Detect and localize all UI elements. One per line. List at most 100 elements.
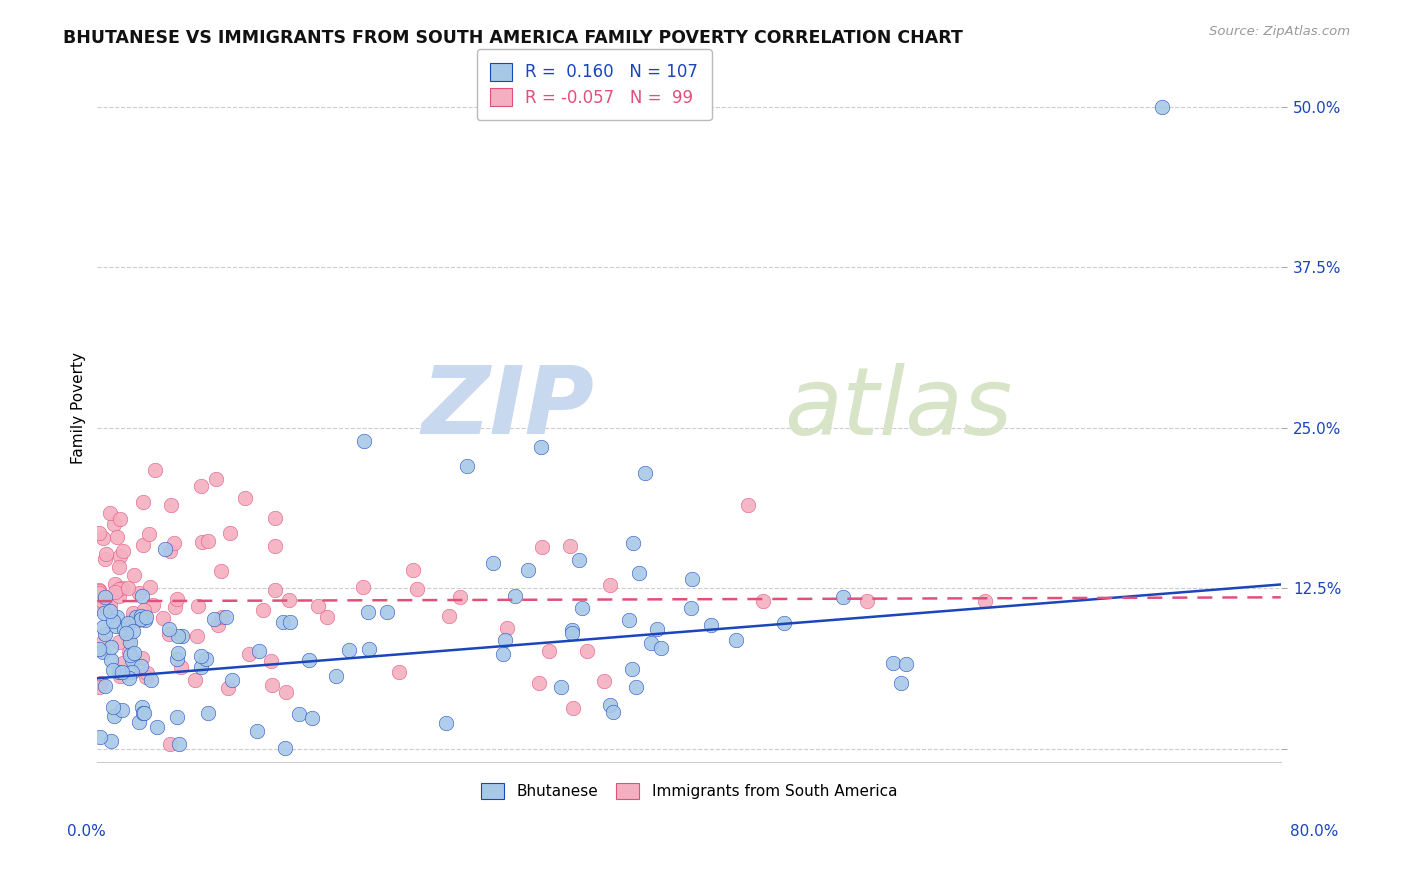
Point — [132, 538, 155, 552]
Point — [160, 498, 183, 512]
Point — [194, 652, 217, 666]
Point — [157, 626, 180, 640]
Point — [772, 615, 794, 630]
Point — [108, 511, 131, 525]
Point — [89, 680, 111, 694]
Point — [129, 608, 152, 623]
Point — [117, 581, 139, 595]
Point — [221, 673, 243, 688]
Point — [101, 663, 124, 677]
Point — [122, 611, 145, 625]
Point — [131, 651, 153, 665]
Point — [117, 645, 139, 659]
Point — [166, 651, 188, 665]
Point — [217, 681, 239, 696]
Point — [104, 619, 127, 633]
Point — [118, 648, 141, 662]
Point — [93, 532, 115, 546]
Point — [449, 591, 471, 605]
Point — [166, 592, 188, 607]
Point — [882, 657, 904, 671]
Point — [209, 564, 232, 578]
Point — [134, 613, 156, 627]
Point — [352, 580, 374, 594]
Point — [98, 598, 121, 612]
Point — [599, 698, 621, 712]
Point — [141, 673, 163, 687]
Point — [560, 539, 582, 553]
Point — [128, 714, 150, 729]
Y-axis label: Family Poverty: Family Poverty — [72, 352, 86, 465]
Point — [89, 525, 111, 540]
Point — [118, 672, 141, 686]
Point — [89, 600, 111, 615]
Point — [357, 605, 380, 619]
Point — [561, 626, 583, 640]
Point — [531, 540, 554, 554]
Point — [94, 590, 117, 604]
Point — [111, 703, 134, 717]
Point — [527, 676, 550, 690]
Point — [128, 586, 150, 600]
Point — [89, 582, 111, 597]
Point — [90, 594, 112, 608]
Point — [190, 478, 212, 492]
Point — [167, 646, 190, 660]
Point — [252, 603, 274, 617]
Point — [103, 516, 125, 531]
Point — [93, 606, 115, 620]
Point — [103, 614, 125, 628]
Point — [538, 643, 561, 657]
Point — [87, 586, 110, 600]
Point — [855, 594, 877, 608]
Point — [96, 600, 118, 615]
Point — [101, 700, 124, 714]
Point — [121, 653, 143, 667]
Point — [112, 622, 135, 636]
Point — [159, 544, 181, 558]
Point — [108, 582, 131, 597]
Point — [103, 709, 125, 723]
Point — [575, 644, 598, 658]
Point — [602, 705, 624, 719]
Point — [183, 673, 205, 687]
Point — [103, 585, 125, 599]
Point — [165, 599, 187, 614]
Point — [491, 647, 513, 661]
Point — [278, 615, 301, 630]
Point — [111, 656, 134, 670]
Point — [136, 665, 159, 680]
Point — [353, 434, 375, 448]
Point — [122, 568, 145, 582]
Point — [278, 593, 301, 607]
Text: 0.0%: 0.0% — [67, 824, 107, 838]
Point — [316, 610, 339, 624]
Point — [152, 611, 174, 625]
Point — [111, 582, 134, 596]
Point — [122, 606, 145, 620]
Point — [167, 737, 190, 751]
Point — [238, 647, 260, 661]
Point — [681, 601, 703, 615]
Point — [108, 590, 131, 604]
Point — [896, 657, 918, 671]
Point — [681, 572, 703, 586]
Point — [96, 547, 118, 561]
Point — [117, 615, 139, 630]
Point — [259, 654, 281, 668]
Point — [571, 600, 593, 615]
Point — [132, 495, 155, 509]
Point — [129, 659, 152, 673]
Point — [129, 612, 152, 626]
Point — [145, 720, 167, 734]
Point — [139, 580, 162, 594]
Point — [436, 715, 458, 730]
Point — [561, 701, 583, 715]
Point — [167, 629, 190, 643]
Point — [115, 626, 138, 640]
Point — [215, 609, 238, 624]
Point — [246, 723, 269, 738]
Point — [153, 541, 176, 556]
Point — [620, 662, 643, 676]
Point — [166, 710, 188, 724]
